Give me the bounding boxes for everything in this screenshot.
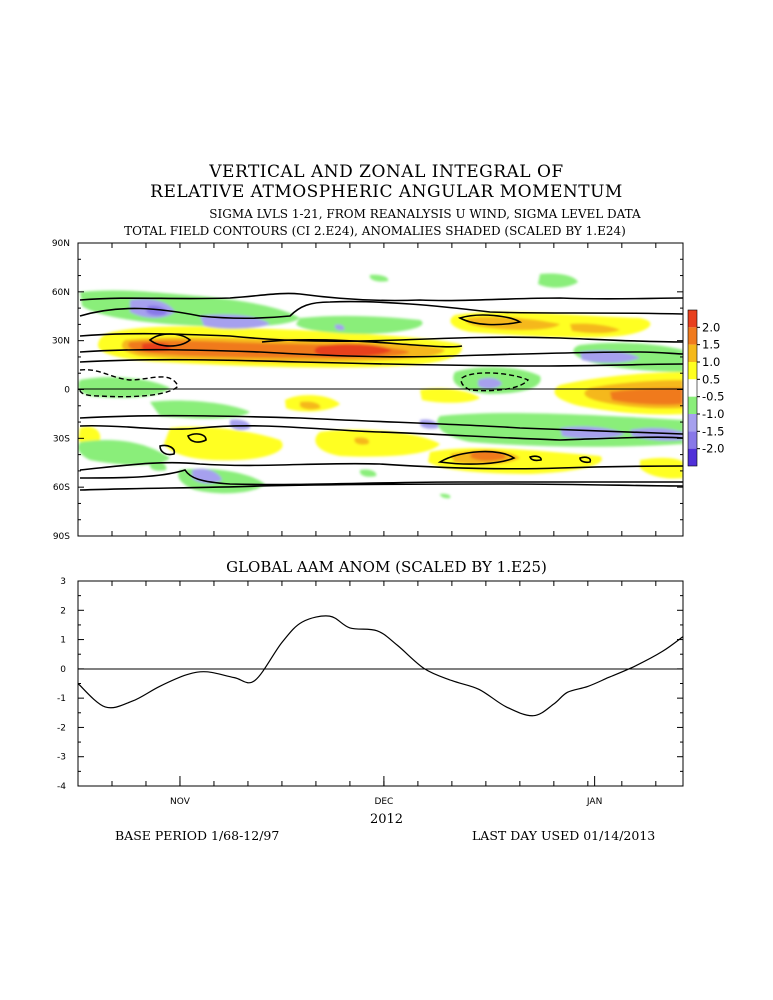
anom-eq-green-2 — [78, 377, 170, 398]
year-label: 2012 — [369, 812, 404, 827]
aam-y-label: -1 — [57, 694, 66, 704]
aam-y-label: 0 — [60, 665, 66, 675]
contour-sh-loop-1 — [187, 433, 207, 443]
aam-y-label: -2 — [57, 723, 66, 733]
anom-eq-purple-1 — [478, 377, 502, 389]
colorbar-swatch — [688, 379, 697, 397]
colorbar-swatch — [688, 344, 697, 362]
contour-sh-5 — [79, 483, 683, 491]
contour-nh-4 — [79, 348, 683, 358]
aam-y-label: -3 — [57, 753, 66, 763]
anom-sh-purple-3 — [230, 419, 251, 431]
contour-sh-loop-4 — [579, 456, 592, 464]
anom-eq-green-3 — [150, 400, 250, 419]
contour-sh-loop-2 — [159, 444, 176, 456]
last-day-used: LAST DAY USED 01/14/2013 — [472, 828, 656, 843]
top-y-axis: 90N 60N 30N 0 30S 60S 90S — [52, 239, 683, 542]
bottom-panel-frame — [77, 580, 684, 787]
colorbar-swatch — [688, 362, 697, 380]
bottom-y-axis: 3 2 1 0 -1 -2 -3 -4 — [57, 577, 683, 792]
contour-sh-4 — [79, 469, 683, 486]
colorbar-swatch — [688, 448, 697, 466]
anom-sh-yellow-1 — [78, 426, 101, 445]
anom-sh-yellow-2 — [164, 426, 283, 461]
subtitle-contours: TOTAL FIELD CONTOURS (CI 2.E24), ANOMALI… — [124, 224, 626, 238]
lat-tick-label: 30S — [53, 434, 70, 444]
anom-eq-pos-15 — [610, 388, 683, 405]
contour-nh-3 — [79, 332, 683, 343]
aam-x-label: JAN — [586, 797, 602, 807]
lat-tick-label: 90N — [52, 239, 70, 249]
colorbar-label: -2.0 — [702, 442, 724, 456]
subtitle-sigma: SIGMA LVLS 1-21, FROM REANALYSIS U WIND,… — [209, 207, 641, 221]
anom-purple-nh-1b — [146, 305, 167, 316]
colorbar-swatch — [688, 431, 697, 449]
lat-tick-label: 90S — [53, 532, 70, 542]
lat-tick-label: 0 — [64, 386, 70, 396]
base-period: BASE PERIOD 1/68-12/97 — [115, 828, 280, 843]
anom-green-nh-4 — [369, 274, 389, 282]
anom-purple-nh-3 — [580, 350, 640, 363]
aam-x-label: DEC — [374, 797, 393, 807]
contour-nh-loop-2 — [457, 314, 523, 326]
aam-y-label: 2 — [60, 606, 66, 616]
contour-nh-6 — [261, 339, 463, 348]
anom-purple-nh-4 — [334, 324, 345, 331]
contour-sh-loop-5 — [528, 455, 542, 462]
colorbar-label: 1.0 — [702, 355, 720, 369]
contour-sh-loop-3 — [437, 450, 516, 465]
anom-green-nh-2 — [296, 315, 423, 334]
anom-sh-green-5 — [178, 468, 265, 494]
anom-green-nh-1 — [80, 290, 300, 327]
hovmoller-panel — [78, 273, 683, 499]
colorbar-frame — [687, 309, 698, 467]
anom-nh-band-2 — [314, 343, 392, 357]
top-x-ticks — [77, 243, 657, 536]
aam-y-label: 1 — [60, 636, 66, 646]
colorbar-label: -0.5 — [702, 390, 724, 404]
anom-nh-dec-1b — [570, 323, 620, 334]
anom-sh-yellow-3 — [315, 429, 440, 457]
colorbar-label: 0.5 — [702, 372, 720, 386]
contour-sh-1 — [79, 414, 683, 435]
colorbar-swatch — [688, 396, 697, 414]
anom-sh-green-8 — [360, 469, 377, 477]
contour-nh-2 — [79, 300, 683, 320]
anom-sh-orange-3 — [354, 437, 370, 445]
contour-sh-2 — [79, 424, 683, 441]
anom-sh-yellow-4 — [640, 457, 683, 479]
lat-tick-label: 60S — [53, 483, 70, 493]
colorbar-swatch — [688, 414, 697, 432]
colorbar-label: 2.0 — [702, 320, 720, 334]
anom-eq-orange-2 — [300, 401, 321, 410]
anom-green-nh-3 — [538, 273, 578, 288]
contour-sh-3 — [79, 461, 683, 471]
colorbar-swatch — [688, 310, 697, 328]
contour-nh-5 — [79, 358, 683, 367]
anom-eq-yellow-3 — [420, 388, 480, 403]
contour-nh-1 — [79, 292, 683, 302]
anom-sh-green-1 — [78, 439, 170, 465]
aam-y-label: 3 — [60, 577, 66, 587]
lower-chart-title: GLOBAL AAM ANOM (SCALED BY 1.E25) — [226, 558, 547, 576]
title-line-2: RELATIVE ATMOSPHERIC ANGULAR MOMENTUM — [150, 182, 623, 202]
colorbar-label: -1.0 — [702, 407, 724, 421]
total-field-contours — [79, 292, 683, 491]
aam-anomaly-line — [77, 615, 684, 717]
lat-tick-label: 60N — [52, 288, 70, 298]
colorbar: 2.0 1.5 1.0 0.5 -0.5 -1.0 -1.5 -2.0 — [687, 309, 724, 467]
anom-sh-green-7 — [440, 493, 451, 499]
anom-sh-sub-orange-15 — [470, 450, 506, 461]
bottom-x-axis: NOV DEC JAN — [77, 581, 657, 807]
colorbar-label: 1.5 — [702, 338, 720, 352]
aam-y-label: -4 — [57, 782, 66, 792]
contour-nh-loop-1 — [148, 333, 192, 347]
lat-tick-label: 30N — [52, 337, 70, 347]
colorbar-label: -1.5 — [702, 424, 724, 438]
colorbar-swatch — [688, 327, 697, 345]
aam-x-label: NOV — [170, 797, 191, 807]
title-line-1: VERTICAL AND ZONAL INTEGRAL OF — [209, 162, 564, 182]
